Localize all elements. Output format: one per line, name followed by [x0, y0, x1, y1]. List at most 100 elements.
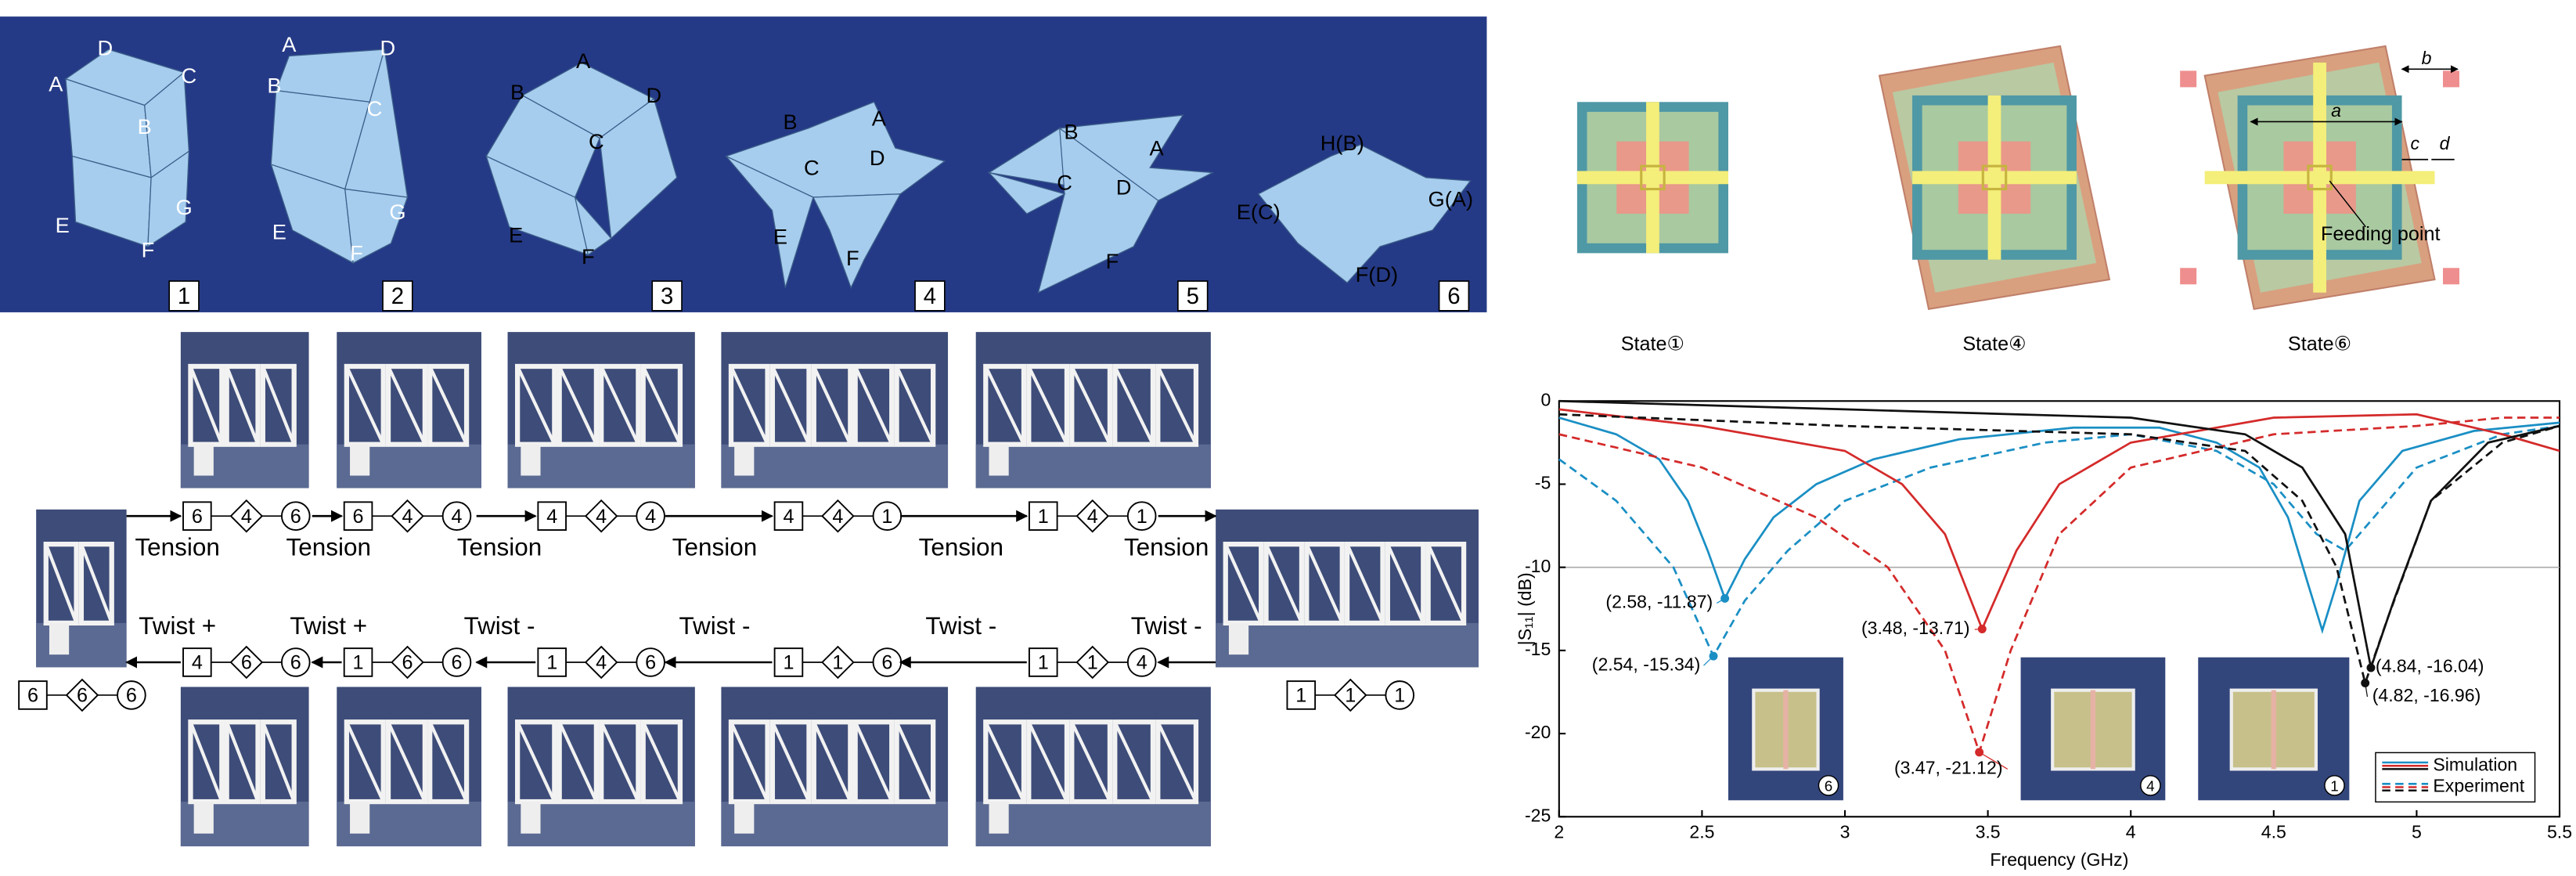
sequence-diamond: [821, 499, 855, 533]
x-tick-label: 5: [2412, 821, 2422, 842]
vertex-label: D: [380, 35, 395, 59]
series-line: [1558, 413, 2560, 687]
x-tick-label: 4: [2126, 821, 2136, 842]
sequence-diamond: [229, 499, 264, 533]
truss-brace: [79, 543, 113, 624]
annotation-point: [1720, 593, 1730, 603]
stage-number: 2: [391, 283, 404, 309]
annotation-point: [1977, 625, 1987, 633]
truss-module: [640, 719, 683, 805]
truss-brace: [812, 366, 852, 445]
feed-bar-v: [1646, 102, 1659, 254]
stage-number: 5: [1187, 283, 1199, 309]
photo-floor: [721, 444, 949, 488]
inset-badge: [2324, 775, 2345, 796]
photo-base: [734, 802, 755, 834]
truss-brace: [984, 366, 1025, 445]
truss-brace: [344, 721, 385, 802]
sequence-state: 1: [1137, 506, 1147, 528]
photo-base: [350, 802, 370, 834]
truss-brace: [344, 366, 385, 445]
stage-number-box: [651, 280, 683, 312]
vertex-label: G: [175, 195, 192, 219]
truss-brace: [189, 721, 224, 802]
annotation-label: (3.47, -21.12): [1894, 758, 2003, 778]
sequence-diamond: [584, 645, 618, 680]
vertex-label: F: [142, 237, 155, 261]
sequence-circle: [441, 501, 472, 531]
truss-brace: [557, 721, 598, 802]
sequence-square: [773, 501, 804, 531]
series-line: [1558, 424, 2560, 659]
sequence-circle: [441, 647, 472, 677]
feed-bar-v: [1987, 95, 2001, 260]
origami-face: [344, 188, 409, 264]
truss-brace: [1113, 366, 1155, 445]
sequence-state: 4: [783, 506, 794, 528]
transition-label: Twist -: [679, 612, 751, 640]
sequence-state: 1: [783, 652, 794, 674]
vertex-label: B: [783, 110, 797, 134]
transition-label: Twist -: [1131, 612, 1202, 640]
truss-brace: [730, 721, 769, 802]
sequence-state: 1: [546, 652, 557, 674]
series-line: [1558, 408, 2560, 633]
stage-number-box: [1438, 280, 1470, 312]
stage-number-box: [1177, 280, 1209, 312]
photo-floor: [1216, 622, 1479, 668]
sequence-state: 4: [596, 652, 607, 674]
feeding-label: Feeding point: [2321, 223, 2441, 245]
vertex-label: F(D): [1356, 262, 1399, 287]
photo-base: [989, 444, 1009, 476]
annotation-point: [1975, 748, 1984, 757]
truss-brace: [1027, 721, 1068, 802]
sequence-circle: [1126, 501, 1157, 531]
truss-brace: [1346, 543, 1385, 624]
truss-brace: [516, 721, 557, 802]
truss-module: [599, 719, 641, 805]
truss-module: [811, 719, 853, 805]
vertex-label: E: [509, 223, 523, 247]
pad: [2442, 70, 2459, 88]
feed-core: [1640, 164, 1666, 191]
truss-brace: [44, 543, 78, 624]
stage-number-box: [382, 280, 413, 312]
sequence-state: 4: [1087, 506, 1098, 528]
feed-pointer: [2329, 180, 2366, 228]
annotation-leader: [1979, 752, 2009, 770]
truss-brace: [853, 721, 894, 802]
dimension-label: a: [2331, 100, 2341, 121]
photo-base: [1228, 622, 1249, 655]
truss-brace: [261, 721, 296, 802]
vertex-label: A: [576, 49, 591, 73]
sequence-diamond: [65, 678, 99, 712]
truss-module: [894, 363, 936, 447]
truss-module: [260, 719, 297, 805]
sequence-state: 4: [832, 506, 843, 528]
series-line: [1558, 416, 2560, 635]
vertex-label: C: [589, 129, 604, 153]
x-tick-label: 4.5: [2261, 821, 2286, 842]
series-line: [1558, 399, 2560, 672]
sequence-diamond: [391, 645, 424, 680]
sequence-state: 1: [1345, 685, 1356, 707]
dimension-label: b: [2422, 48, 2432, 68]
vertex-label: B: [138, 114, 152, 139]
x-tick-label: 3: [1840, 821, 1850, 842]
truss-brace: [261, 366, 296, 445]
photo-floor: [975, 444, 1211, 488]
truss-brace: [428, 366, 468, 445]
transition-label: Tension: [135, 533, 219, 561]
sequence-state: 6: [645, 652, 656, 674]
truss-module: [1385, 541, 1426, 626]
vertex-label: D: [870, 146, 885, 170]
x-axis-label: Frequency (GHz): [1990, 849, 2128, 870]
sequence-state: 1: [1038, 652, 1049, 674]
truss-brace: [984, 721, 1025, 802]
truss-module: [640, 363, 683, 447]
vertex-label: G(A): [1429, 186, 1474, 211]
origami-face: [987, 171, 1066, 214]
truss-module: [557, 719, 600, 805]
sequence-square: [182, 647, 212, 677]
